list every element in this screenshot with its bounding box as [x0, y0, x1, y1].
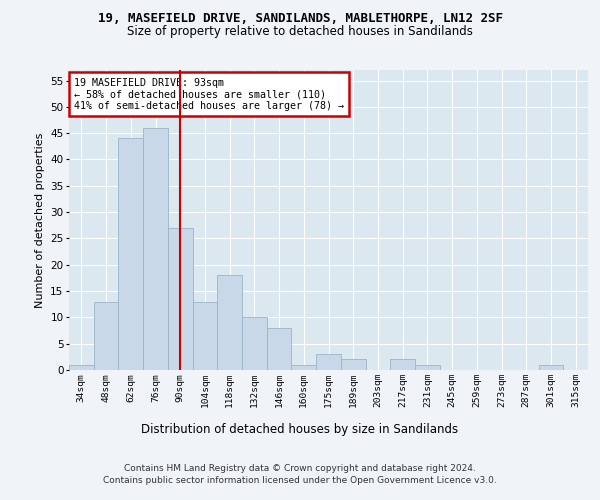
Text: Distribution of detached houses by size in Sandilands: Distribution of detached houses by size …: [142, 422, 458, 436]
Bar: [217, 276, 242, 370]
Bar: [193, 302, 217, 370]
Text: Contains public sector information licensed under the Open Government Licence v3: Contains public sector information licen…: [103, 476, 497, 485]
Bar: [143, 128, 168, 370]
Bar: [242, 318, 267, 370]
Text: Size of property relative to detached houses in Sandilands: Size of property relative to detached ho…: [127, 25, 473, 38]
Bar: [316, 354, 341, 370]
Bar: [94, 302, 118, 370]
Bar: [168, 228, 193, 370]
Text: 19 MASEFIELD DRIVE: 93sqm
← 58% of detached houses are smaller (110)
41% of semi: 19 MASEFIELD DRIVE: 93sqm ← 58% of detac…: [74, 78, 344, 110]
Bar: [118, 138, 143, 370]
Bar: [539, 364, 563, 370]
Bar: [415, 364, 440, 370]
Bar: [390, 360, 415, 370]
Bar: [267, 328, 292, 370]
Bar: [69, 364, 94, 370]
Text: Contains HM Land Registry data © Crown copyright and database right 2024.: Contains HM Land Registry data © Crown c…: [124, 464, 476, 473]
Bar: [292, 364, 316, 370]
Text: 19, MASEFIELD DRIVE, SANDILANDS, MABLETHORPE, LN12 2SF: 19, MASEFIELD DRIVE, SANDILANDS, MABLETH…: [97, 12, 503, 26]
Y-axis label: Number of detached properties: Number of detached properties: [35, 132, 44, 308]
Bar: [341, 360, 365, 370]
